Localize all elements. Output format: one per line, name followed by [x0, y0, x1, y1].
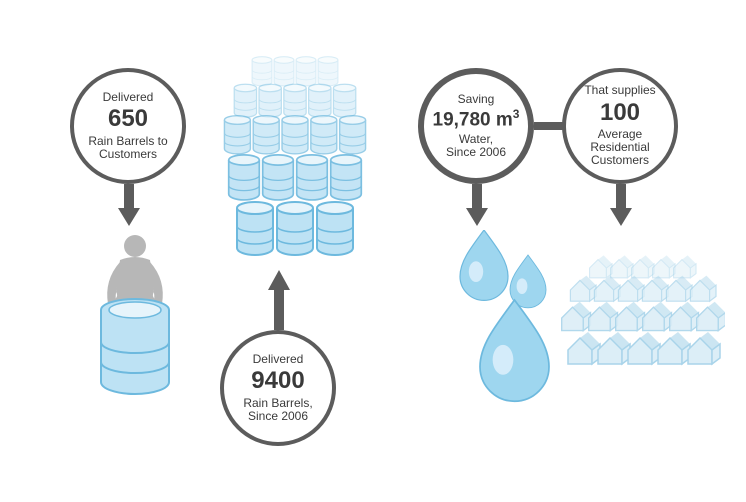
- houses-icon: [555, 248, 725, 388]
- arrow-down-icon: [118, 184, 140, 226]
- badge-number: 650: [108, 106, 148, 132]
- badge-posttext: Customers: [99, 148, 157, 161]
- badge-delivered-9400: Delivered 9400 Rain Barrels, Since 2006: [220, 330, 336, 446]
- badge-pretext: Delivered: [103, 91, 154, 104]
- badge-posttext: Customers: [591, 154, 649, 167]
- connector-bar: [534, 122, 564, 130]
- person-barrel-icon: [90, 232, 180, 402]
- badge-number: 19,780 m3: [433, 108, 520, 131]
- badge-pretext: That supplies: [584, 84, 655, 97]
- arrow-down-icon: [466, 184, 488, 226]
- badge-posttext: Rain Barrels,: [243, 397, 312, 410]
- barrel-stack-icon: [195, 50, 395, 270]
- badge-posttext: Since 2006: [446, 146, 506, 159]
- badge-posttext: Rain Barrels to: [88, 135, 167, 148]
- arrow-down-icon: [610, 184, 632, 226]
- badge-number: 9400: [251, 368, 304, 394]
- badge-number: 100: [600, 100, 640, 126]
- badge-supplies-100: That supplies 100 Average Residential Cu…: [562, 68, 678, 184]
- badge-saving-19780: Saving 19,780 m3 Water, Since 2006: [418, 68, 534, 184]
- badge-pretext: Delivered: [253, 353, 304, 366]
- badge-posttext: Since 2006: [248, 410, 308, 423]
- badge-pretext: Saving: [458, 93, 495, 106]
- badge-delivered-650: Delivered 650 Rain Barrels to Customers: [70, 68, 186, 184]
